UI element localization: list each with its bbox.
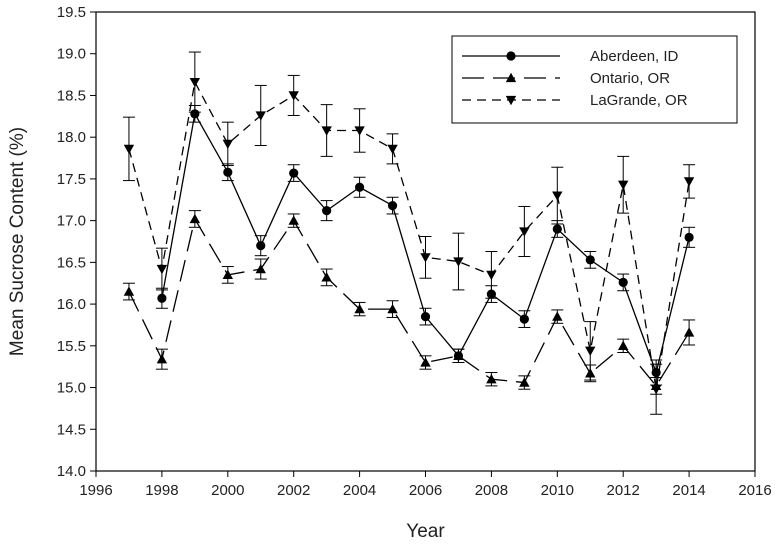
data-point <box>552 191 563 201</box>
x-tick-label: 2016 <box>738 482 771 499</box>
y-tick-label: 15.0 <box>57 380 86 397</box>
y-tick-label: 19.5 <box>57 4 86 21</box>
data-point <box>552 311 563 321</box>
x-tick-label: 2012 <box>607 482 640 499</box>
data-point <box>519 314 529 324</box>
data-point <box>255 263 266 274</box>
y-tick-label: 17.5 <box>57 171 86 188</box>
data-point <box>552 224 562 234</box>
legend-marker <box>505 72 517 83</box>
series-2 <box>122 210 696 395</box>
y-tick-label: 18.5 <box>57 87 86 104</box>
data-point <box>189 77 201 88</box>
data-point <box>322 206 332 216</box>
data-point <box>387 303 398 314</box>
data-point <box>684 232 694 242</box>
data-point <box>453 350 464 360</box>
x-tick-label: 2008 <box>475 482 508 499</box>
x-tick-label: 2010 <box>541 482 574 499</box>
data-point <box>223 167 233 177</box>
data-point <box>420 253 431 263</box>
y-axis-title: Mean Sucrose Content (%) <box>7 127 28 356</box>
legend-frame <box>451 35 738 124</box>
data-point <box>255 111 266 121</box>
y-tick-label: 17.0 <box>57 213 86 230</box>
data-point <box>683 327 695 337</box>
data-point <box>585 255 595 265</box>
data-point <box>420 357 431 367</box>
series-line <box>128 217 690 387</box>
data-point <box>519 227 530 237</box>
x-tick-label: 2014 <box>672 482 705 499</box>
data-point <box>354 126 365 136</box>
data-point <box>453 257 464 267</box>
data-point <box>618 180 629 190</box>
x-tick-label: 2000 <box>211 482 244 499</box>
data-point <box>321 272 332 282</box>
data-point <box>585 346 596 357</box>
data-point <box>288 215 299 225</box>
y-tick-label: 18.0 <box>57 129 86 146</box>
x-tick-label: 2004 <box>343 482 376 499</box>
data-point <box>387 201 398 211</box>
legend-label: Ontario, OR <box>590 70 670 87</box>
data-point <box>618 340 629 350</box>
data-point <box>157 293 167 303</box>
series-line <box>128 80 690 390</box>
data-point <box>289 168 299 178</box>
y-tick-label: 16.0 <box>57 296 86 313</box>
x-axis-title: Year <box>406 521 445 542</box>
y-tick-label: 16.5 <box>57 254 86 271</box>
x-tick-label: 1998 <box>145 482 178 499</box>
data-point <box>387 144 398 155</box>
legend-label: LaGrande, OR <box>590 92 688 109</box>
data-point <box>288 91 299 101</box>
data-point <box>650 385 662 395</box>
y-tick-label: 14.5 <box>57 421 86 438</box>
data-point <box>156 353 168 364</box>
x-axis: 1996 1998 2000 2002 2004 2006 2008 2010 2012 2014… <box>79 471 772 499</box>
series-layer <box>122 51 696 415</box>
x-tick-label: 1996 <box>79 482 112 499</box>
data-point <box>420 312 431 322</box>
x-tick-label: 2002 <box>277 482 310 499</box>
legend-marker <box>506 51 516 61</box>
data-point <box>354 303 365 314</box>
data-point <box>123 286 135 296</box>
y-axis: 14.0 14.5 15.0 15.5 16.0 16.5 17.0 17.5 18.0 18.5… <box>57 4 96 480</box>
x-tick-label: 2006 <box>409 482 442 499</box>
data-point <box>123 144 135 155</box>
data-point <box>683 177 695 187</box>
data-point <box>486 374 497 384</box>
legend-label: Aberdeen, ID <box>590 48 679 65</box>
data-point <box>519 377 530 387</box>
data-point <box>321 126 332 136</box>
data-point <box>156 264 168 275</box>
data-point <box>256 241 266 251</box>
data-point <box>355 182 365 192</box>
data-point <box>222 269 233 280</box>
y-tick-label: 19.0 <box>57 46 86 63</box>
data-point <box>618 277 628 287</box>
series-3 <box>122 51 696 415</box>
y-tick-label: 15.5 <box>57 338 86 355</box>
data-point <box>222 139 233 150</box>
data-point <box>486 270 497 281</box>
series-1 <box>155 104 696 386</box>
y-tick-label: 14.0 <box>57 463 86 480</box>
legend-items: Aberdeen, ID Ontario, OR LaGrande, OR <box>462 48 688 109</box>
data-point <box>190 109 200 119</box>
data-point <box>189 213 201 224</box>
legend-marker <box>505 95 517 106</box>
legend: Aberdeen, ID Ontario, OR LaGrande, OR <box>451 35 738 124</box>
